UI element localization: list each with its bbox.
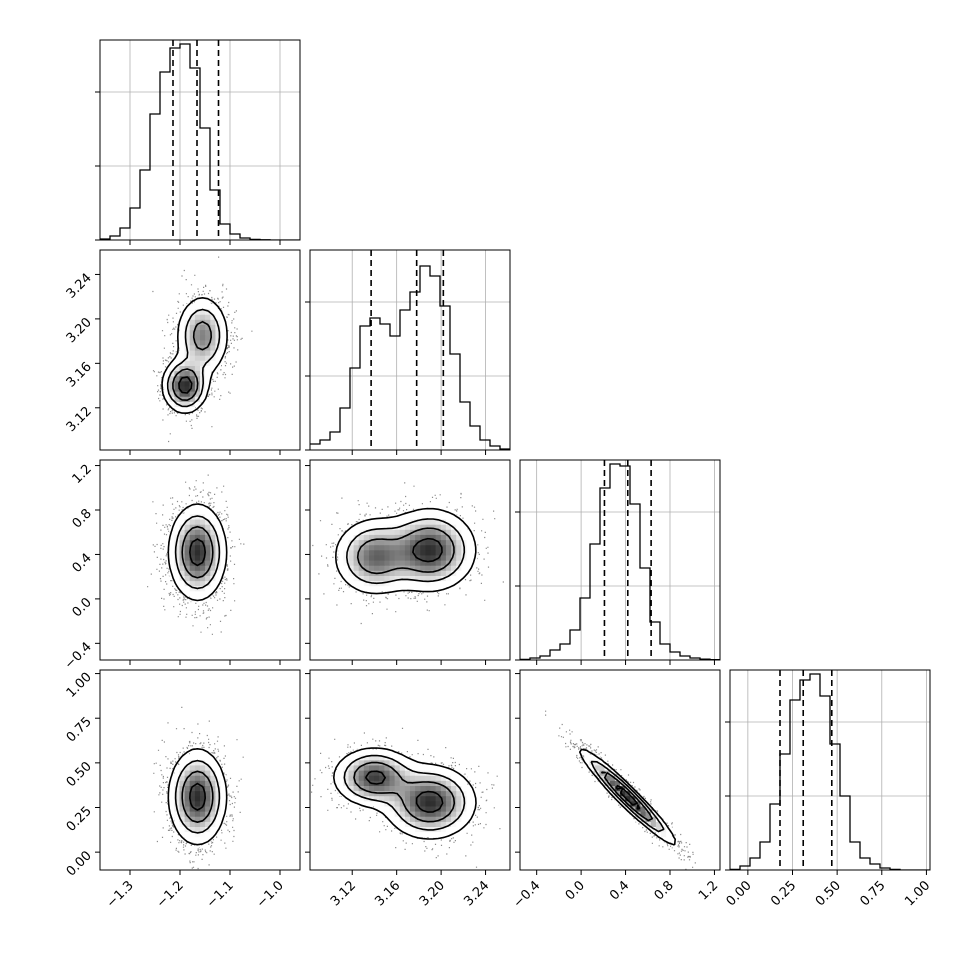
x-tick-label: −1.1 [204,878,237,911]
scatter-panel-3-1 [311,727,501,868]
y-tick-label: 0.00 [64,848,95,879]
y-tick-label: 0.8 [70,506,95,531]
panel-frame-group [309,669,511,871]
panel-frame-group [99,249,301,451]
y-tick-label: −0.4 [62,640,95,673]
contour-0 [333,747,477,840]
hist-panel-1 [305,249,511,451]
x-tick-label: 0.8 [652,878,677,903]
x-tick-label: 0.50 [813,878,844,909]
panel-frame-group [309,459,511,661]
histogram-step [730,673,930,870]
panel-frame [309,249,511,451]
contour-1 [343,754,466,831]
panel-frame [99,459,301,661]
x-tick-label: 0.4 [607,878,632,903]
x-tick-label: −1.0 [254,878,287,911]
scatter-panel-2-0 [147,474,245,635]
x-tick-label: 3.20 [417,878,448,909]
contour-3 [365,770,444,813]
contour-3 [412,537,443,563]
density-shading [579,749,677,848]
density-shading [164,298,227,413]
contour-2 [172,320,212,401]
x-tick-label: 0.25 [768,878,799,909]
y-tick-label: 3.16 [64,360,95,391]
contour-0 [167,503,228,602]
y-tick-label: 0.75 [64,714,95,745]
y-tick-label: 0.25 [64,804,95,835]
panel-frame-group [99,669,301,871]
panel-frame [99,669,301,871]
x-tick-label: 0.0 [563,878,588,903]
contour-0 [167,748,228,846]
x-tick-label: −1.3 [104,878,137,911]
contour-0 [335,507,477,595]
panel-frame [729,669,931,871]
y-tick-label: 3.24 [64,271,95,302]
contour-3 [189,538,206,567]
scatter-panel-1-0 [152,256,253,443]
y-tick-label: 0.0 [70,595,95,620]
hist-panel-3 [725,669,931,871]
x-tick-label: 3.16 [372,878,403,909]
contour-1 [166,308,221,408]
panel-frame [99,249,301,451]
panel-frame [99,39,301,241]
y-tick-label: 1.2 [70,462,95,487]
panel-frame-group [519,669,721,871]
panel-frame [519,459,721,661]
panel-frame-group [99,459,301,661]
y-tick-label: 1.00 [64,670,95,701]
contour-1 [590,760,665,833]
x-tick-label: 0.75 [858,878,889,909]
contour-1 [346,518,466,585]
x-tick-label: 3.24 [461,878,492,909]
y-tick-label: 3.20 [64,315,95,346]
contour-0 [579,748,676,846]
x-tick-label: 1.2 [696,878,721,903]
hist-panel-0 [95,39,301,241]
contour-0 [161,297,228,414]
x-tick-label: −0.4 [511,878,544,911]
contour-2 [356,527,455,575]
contour-2 [181,770,214,823]
y-tick-label: 3.12 [64,404,95,435]
scatter-panel-2-1 [312,482,504,625]
panel-frame [309,669,511,871]
x-tick-label: −1.2 [154,878,187,911]
contour-2 [601,771,654,822]
contour-1 [174,759,221,834]
hist-panel-2 [515,459,721,661]
contour-1 [174,515,221,590]
y-tick-label: 0.50 [64,759,95,790]
histogram-step [100,43,300,240]
scatter-panel-3-2 [545,710,696,870]
x-tick-label: 1.00 [902,878,933,909]
contour-2 [181,525,214,579]
x-tick-label: 0.00 [724,878,755,909]
panel-frame [309,459,511,661]
contour-2 [353,761,456,823]
contour-3 [189,782,206,811]
contour-3 [615,784,641,810]
scatter-panel-3-0 [153,706,244,870]
histogram-step [310,265,510,450]
contour-3 [178,376,193,394]
panel-frame [519,669,721,871]
y-tick-label: 0.4 [70,551,95,576]
x-tick-label: 3.12 [328,878,359,909]
histogram-step [520,463,720,660]
